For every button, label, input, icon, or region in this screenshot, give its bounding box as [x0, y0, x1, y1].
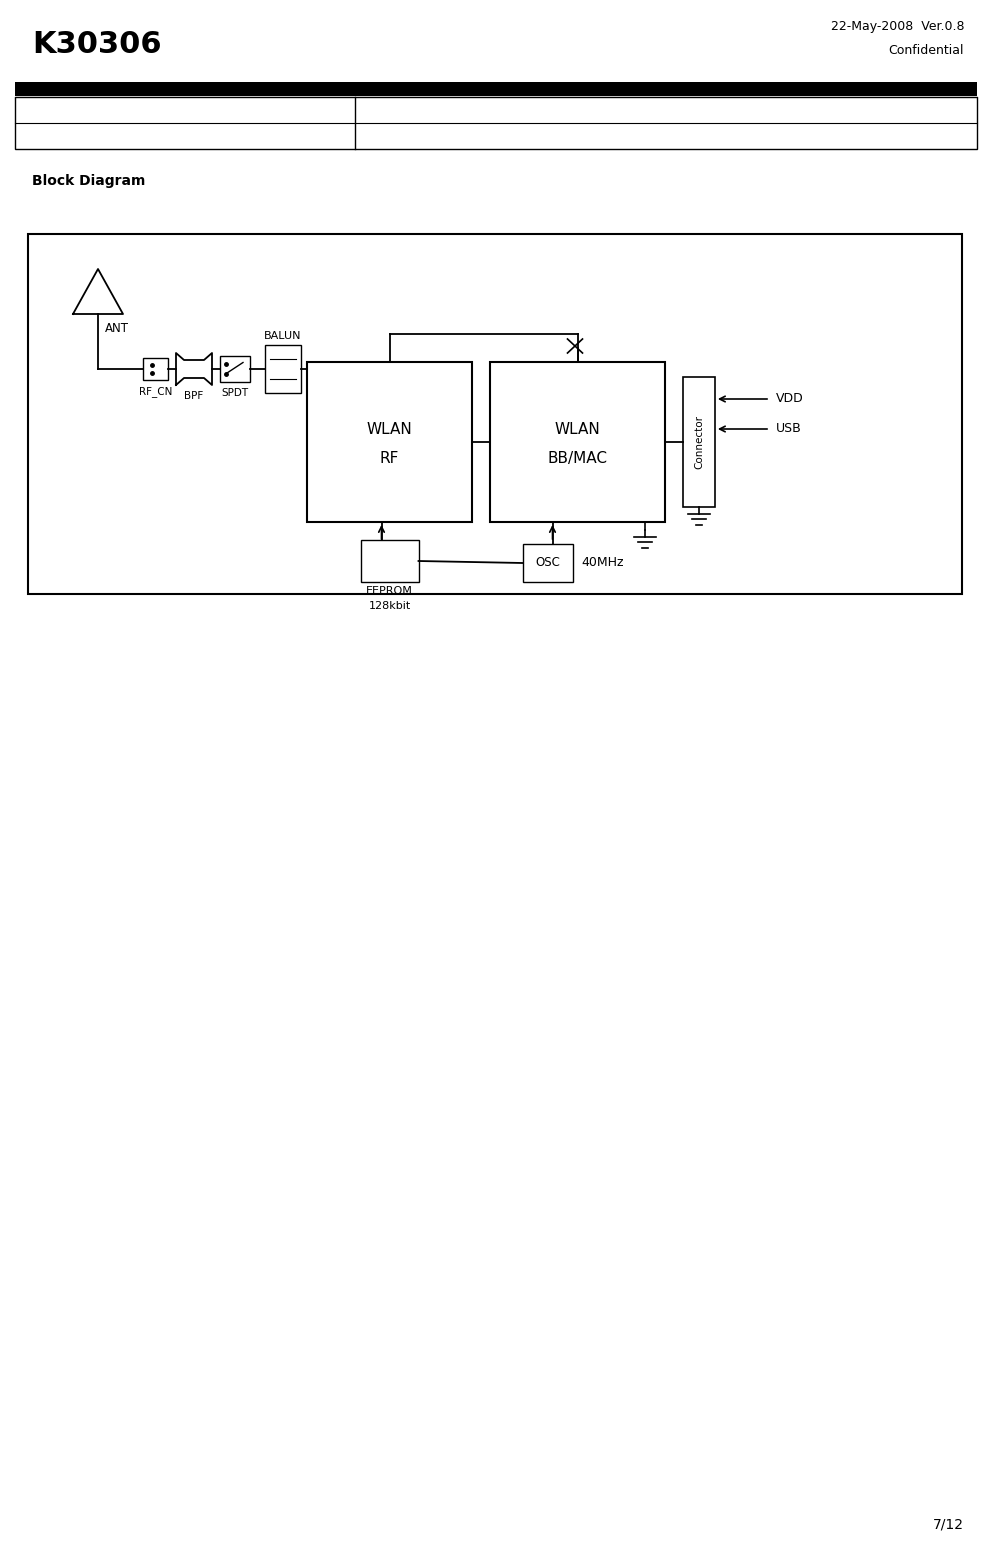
Bar [683, 377, 715, 508]
Bar [265, 345, 301, 393]
Bar [15, 96, 977, 149]
Bar [523, 545, 572, 582]
Text: RF: RF [380, 452, 399, 467]
Text: Confidential: Confidential [889, 43, 964, 57]
Text: ANT: ANT [105, 321, 129, 335]
Text: USB: USB [776, 422, 802, 436]
Text: Control No.: Control No. [27, 102, 97, 115]
Text: BALUN: BALUN [264, 331, 302, 341]
Text: 7/12: 7/12 [933, 1518, 964, 1532]
Text: BB/MAC: BB/MAC [548, 452, 607, 467]
Text: HD-MC-A******: HD-MC-A****** [27, 130, 120, 144]
Text: Block Diagram: Block Diagram [32, 174, 146, 188]
Text: Control name: Control name [370, 102, 454, 115]
Text: 40MHz: 40MHz [581, 557, 624, 570]
Text: Circuit Schematic: Circuit Schematic [370, 130, 480, 144]
Text: WLAN: WLAN [555, 422, 600, 438]
Text: VDD: VDD [776, 393, 804, 405]
Text: 128kbit: 128kbit [368, 601, 411, 611]
Text: K30306: K30306 [32, 29, 162, 59]
Text: OSC: OSC [535, 557, 559, 570]
Text: EEPROM: EEPROM [366, 587, 413, 596]
Text: RF_CN: RF_CN [139, 386, 173, 397]
Text: 22-May-2008  Ver.0.8: 22-May-2008 Ver.0.8 [830, 20, 964, 33]
Bar [490, 362, 665, 521]
Bar [220, 355, 250, 382]
Text: WLAN: WLAN [367, 422, 413, 438]
Text: (1/1): (1/1) [313, 130, 343, 144]
Bar [307, 362, 472, 521]
Text: Connector: Connector [694, 414, 704, 469]
Bar [15, 82, 977, 96]
Bar [143, 359, 168, 380]
Text: BPF: BPF [185, 391, 203, 400]
Bar [360, 540, 419, 582]
Bar [28, 234, 962, 594]
Text: SPDT: SPDT [221, 388, 249, 397]
